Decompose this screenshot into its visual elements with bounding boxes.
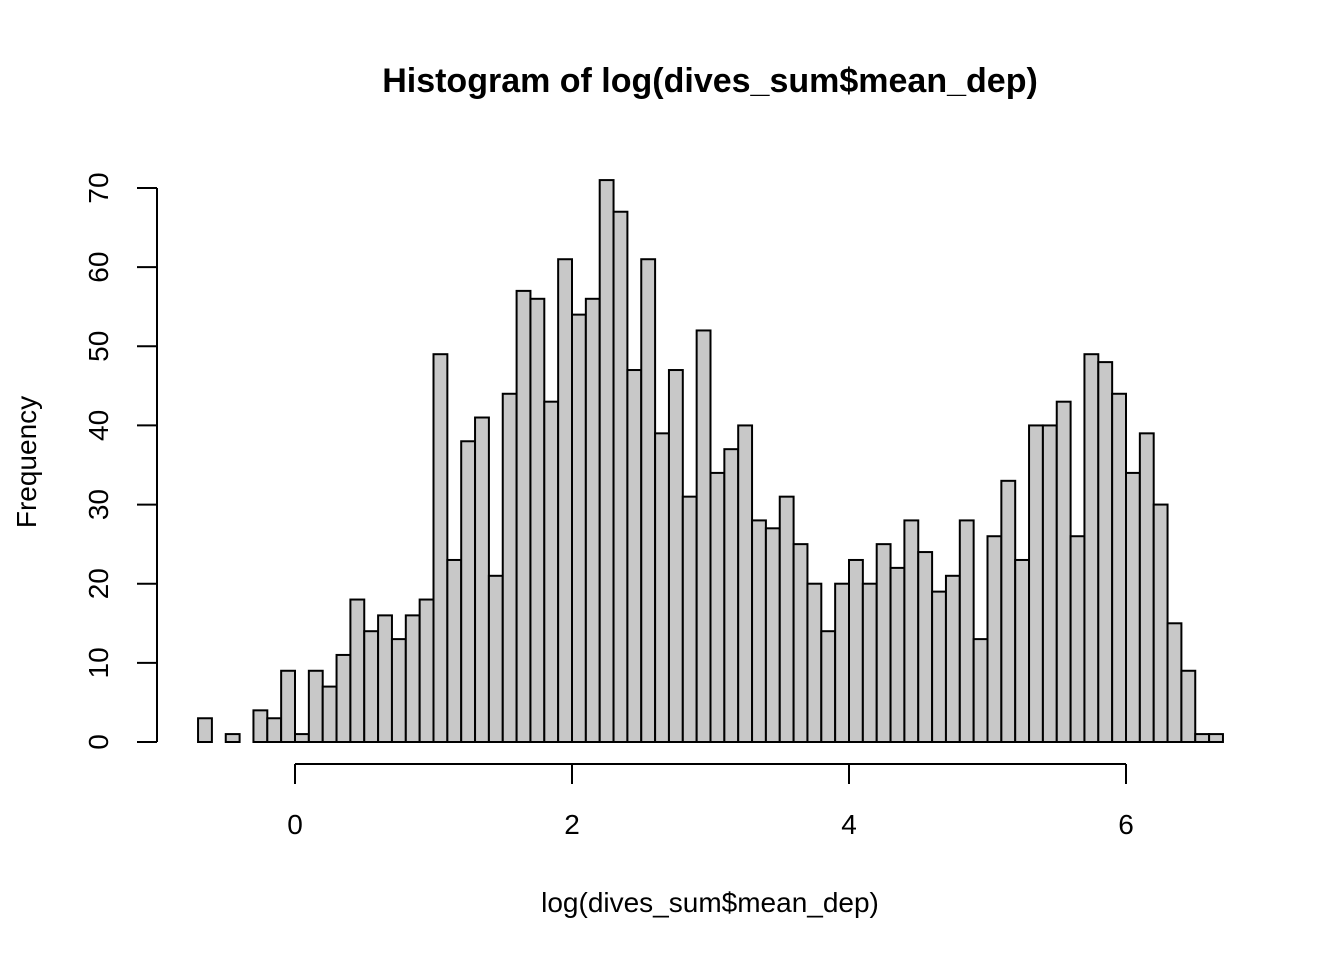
histogram-bar <box>848 558 864 743</box>
histogram-bar <box>280 669 296 744</box>
histogram-bar <box>335 653 352 743</box>
histogram-bar <box>806 582 823 744</box>
histogram-bar <box>931 590 947 743</box>
histogram-bar <box>944 574 961 743</box>
histogram-bar <box>571 313 587 743</box>
histogram-bar <box>667 369 684 743</box>
histogram-bar <box>861 582 878 744</box>
histogram-bar <box>1208 733 1224 744</box>
histogram-bar <box>1000 479 1017 743</box>
histogram-bar <box>487 574 504 743</box>
histogram-bar <box>972 638 989 743</box>
histogram-bar <box>764 527 781 743</box>
histogram-bar <box>1069 535 1086 743</box>
histogram-bar <box>681 495 698 743</box>
histogram-bar <box>792 543 809 744</box>
y-tick-label: 10 <box>83 647 114 678</box>
bars-group <box>197 179 1224 744</box>
y-tick-label: 50 <box>83 331 114 362</box>
histogram-bar <box>626 369 643 743</box>
histogram-bar <box>363 630 380 744</box>
histogram-bar <box>889 566 906 744</box>
histogram-bar <box>917 551 934 743</box>
histogram-bar <box>1055 400 1072 743</box>
chart-title: Histogram of log(dives_sum$mean_dep) <box>382 62 1038 100</box>
histogram-bar <box>1138 432 1155 743</box>
histogram-bar <box>1083 353 1100 743</box>
x-axis-label: log(dives_sum$mean_dep) <box>541 887 879 918</box>
y-tick-label: 40 <box>83 410 114 441</box>
histogram-bar <box>1125 471 1141 743</box>
histogram-bar <box>584 297 601 743</box>
histogram-bar <box>543 400 560 743</box>
histogram-bar <box>598 179 615 743</box>
histogram-bar <box>695 329 712 743</box>
histogram-bar <box>903 519 920 744</box>
histogram-bar <box>958 519 975 744</box>
histogram-bar <box>1166 622 1183 743</box>
x-tick-label: 4 <box>841 809 857 840</box>
histogram-bar <box>418 598 435 743</box>
histogram-bar <box>1194 733 1211 744</box>
histogram-bar <box>1097 361 1114 743</box>
x-axis: 0 2 4 6 <box>287 763 1134 840</box>
histogram-bar <box>432 353 449 743</box>
histogram-bar <box>778 495 795 743</box>
histogram-bar <box>557 258 574 743</box>
histogram-bar <box>307 669 324 744</box>
x-tick-label: 2 <box>564 809 580 840</box>
histogram-bar <box>723 448 740 743</box>
histogram-bar <box>1014 558 1031 743</box>
histogram-bar <box>474 416 490 743</box>
y-axis: 0 10 20 30 40 50 60 70 <box>83 172 158 750</box>
y-tick-label: 0 <box>83 734 114 750</box>
histogram-bar <box>529 297 546 743</box>
histogram-bar <box>294 733 310 744</box>
histogram-bar <box>349 598 366 743</box>
histogram-bar <box>1111 392 1128 743</box>
histogram-bar <box>390 638 407 743</box>
histogram-bar <box>377 614 393 743</box>
histogram-bar <box>1028 424 1044 743</box>
histogram-bar <box>1152 503 1169 743</box>
histogram-bar <box>515 289 532 743</box>
y-tick-label: 30 <box>83 489 114 520</box>
histogram-bar <box>224 733 241 744</box>
histogram-bar <box>612 210 629 744</box>
y-tick-label: 20 <box>83 568 114 599</box>
histogram-bar <box>875 543 892 744</box>
histogram-bar <box>446 558 463 743</box>
y-tick-label: 60 <box>83 252 114 283</box>
x-tick-label: 6 <box>1118 809 1134 840</box>
histogram-bar <box>252 709 269 744</box>
y-axis-label: Frequency <box>11 396 42 528</box>
histogram-bar <box>737 424 754 743</box>
histogram-bar <box>640 258 657 743</box>
histogram-bar <box>834 582 851 744</box>
histogram-bar <box>404 614 421 743</box>
x-tick-label: 0 <box>287 809 303 840</box>
histogram-bar <box>654 432 670 743</box>
histogram-bar <box>501 392 518 743</box>
histogram-bar <box>197 717 213 744</box>
histogram-bar <box>460 440 477 743</box>
histogram-bar <box>986 535 1003 743</box>
histogram-bar <box>820 630 837 744</box>
y-tick-label: 70 <box>83 172 114 203</box>
histogram-bar <box>266 717 283 744</box>
histogram-bar <box>709 471 726 743</box>
histogram-bar <box>1041 424 1058 743</box>
histogram-bar <box>751 519 767 744</box>
histogram-bar <box>321 685 338 743</box>
histogram-bar <box>1180 669 1197 744</box>
